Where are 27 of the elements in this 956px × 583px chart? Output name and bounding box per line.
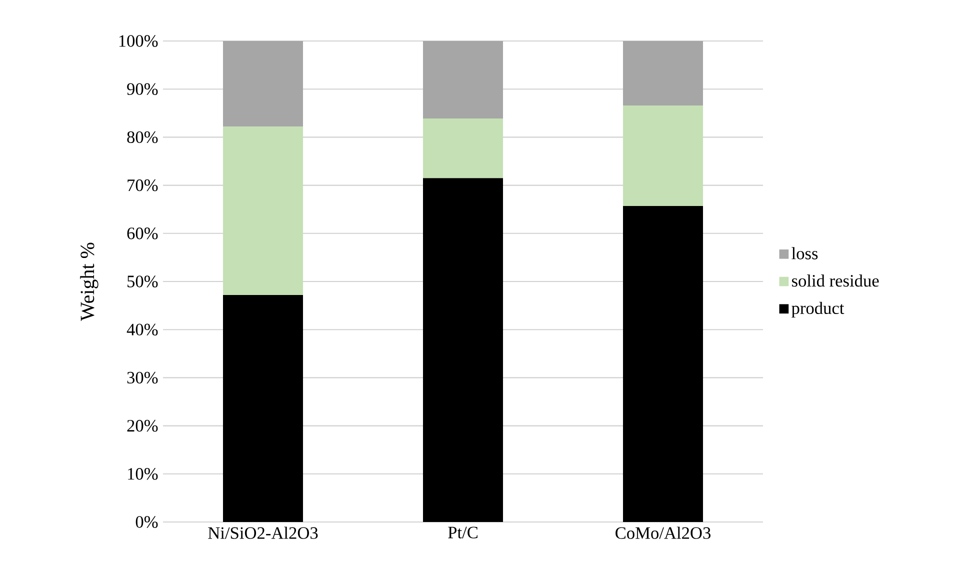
legend-label: product (792, 302, 844, 318)
bar (423, 40, 504, 118)
y-tick-label: 70% (128, 179, 158, 192)
bar (423, 178, 504, 522)
bar (423, 118, 504, 178)
bar (223, 294, 304, 522)
x-tick-label: CoMo/Al2O3 (616, 526, 710, 539)
y-tick-label: 50% (128, 276, 158, 288)
y-tick-label: 10% (128, 468, 158, 480)
y-tick-label: 0% (136, 516, 158, 528)
legend-label: solid residue (792, 274, 879, 287)
legend-label: loss (792, 247, 818, 260)
x-tick-label: Ni/SiO2-Al2O3 (208, 526, 318, 539)
bar (623, 40, 704, 106)
bar (623, 105, 704, 206)
y-tick-label: 60% (127, 228, 158, 240)
bar (223, 126, 304, 295)
y-tick-label: 80% (127, 131, 158, 144)
y-tick-label: 30% (127, 372, 158, 384)
bar (223, 40, 304, 127)
x-tick-label: Pt/C (448, 526, 478, 538)
y-tick-label: 20% (127, 420, 158, 432)
y-axis-title: Weight % (80, 242, 98, 321)
bar (623, 206, 704, 522)
y-tick-label: 100% (119, 35, 158, 47)
y-tick-label: 90% (127, 83, 158, 95)
y-tick-label: 40% (126, 324, 158, 336)
